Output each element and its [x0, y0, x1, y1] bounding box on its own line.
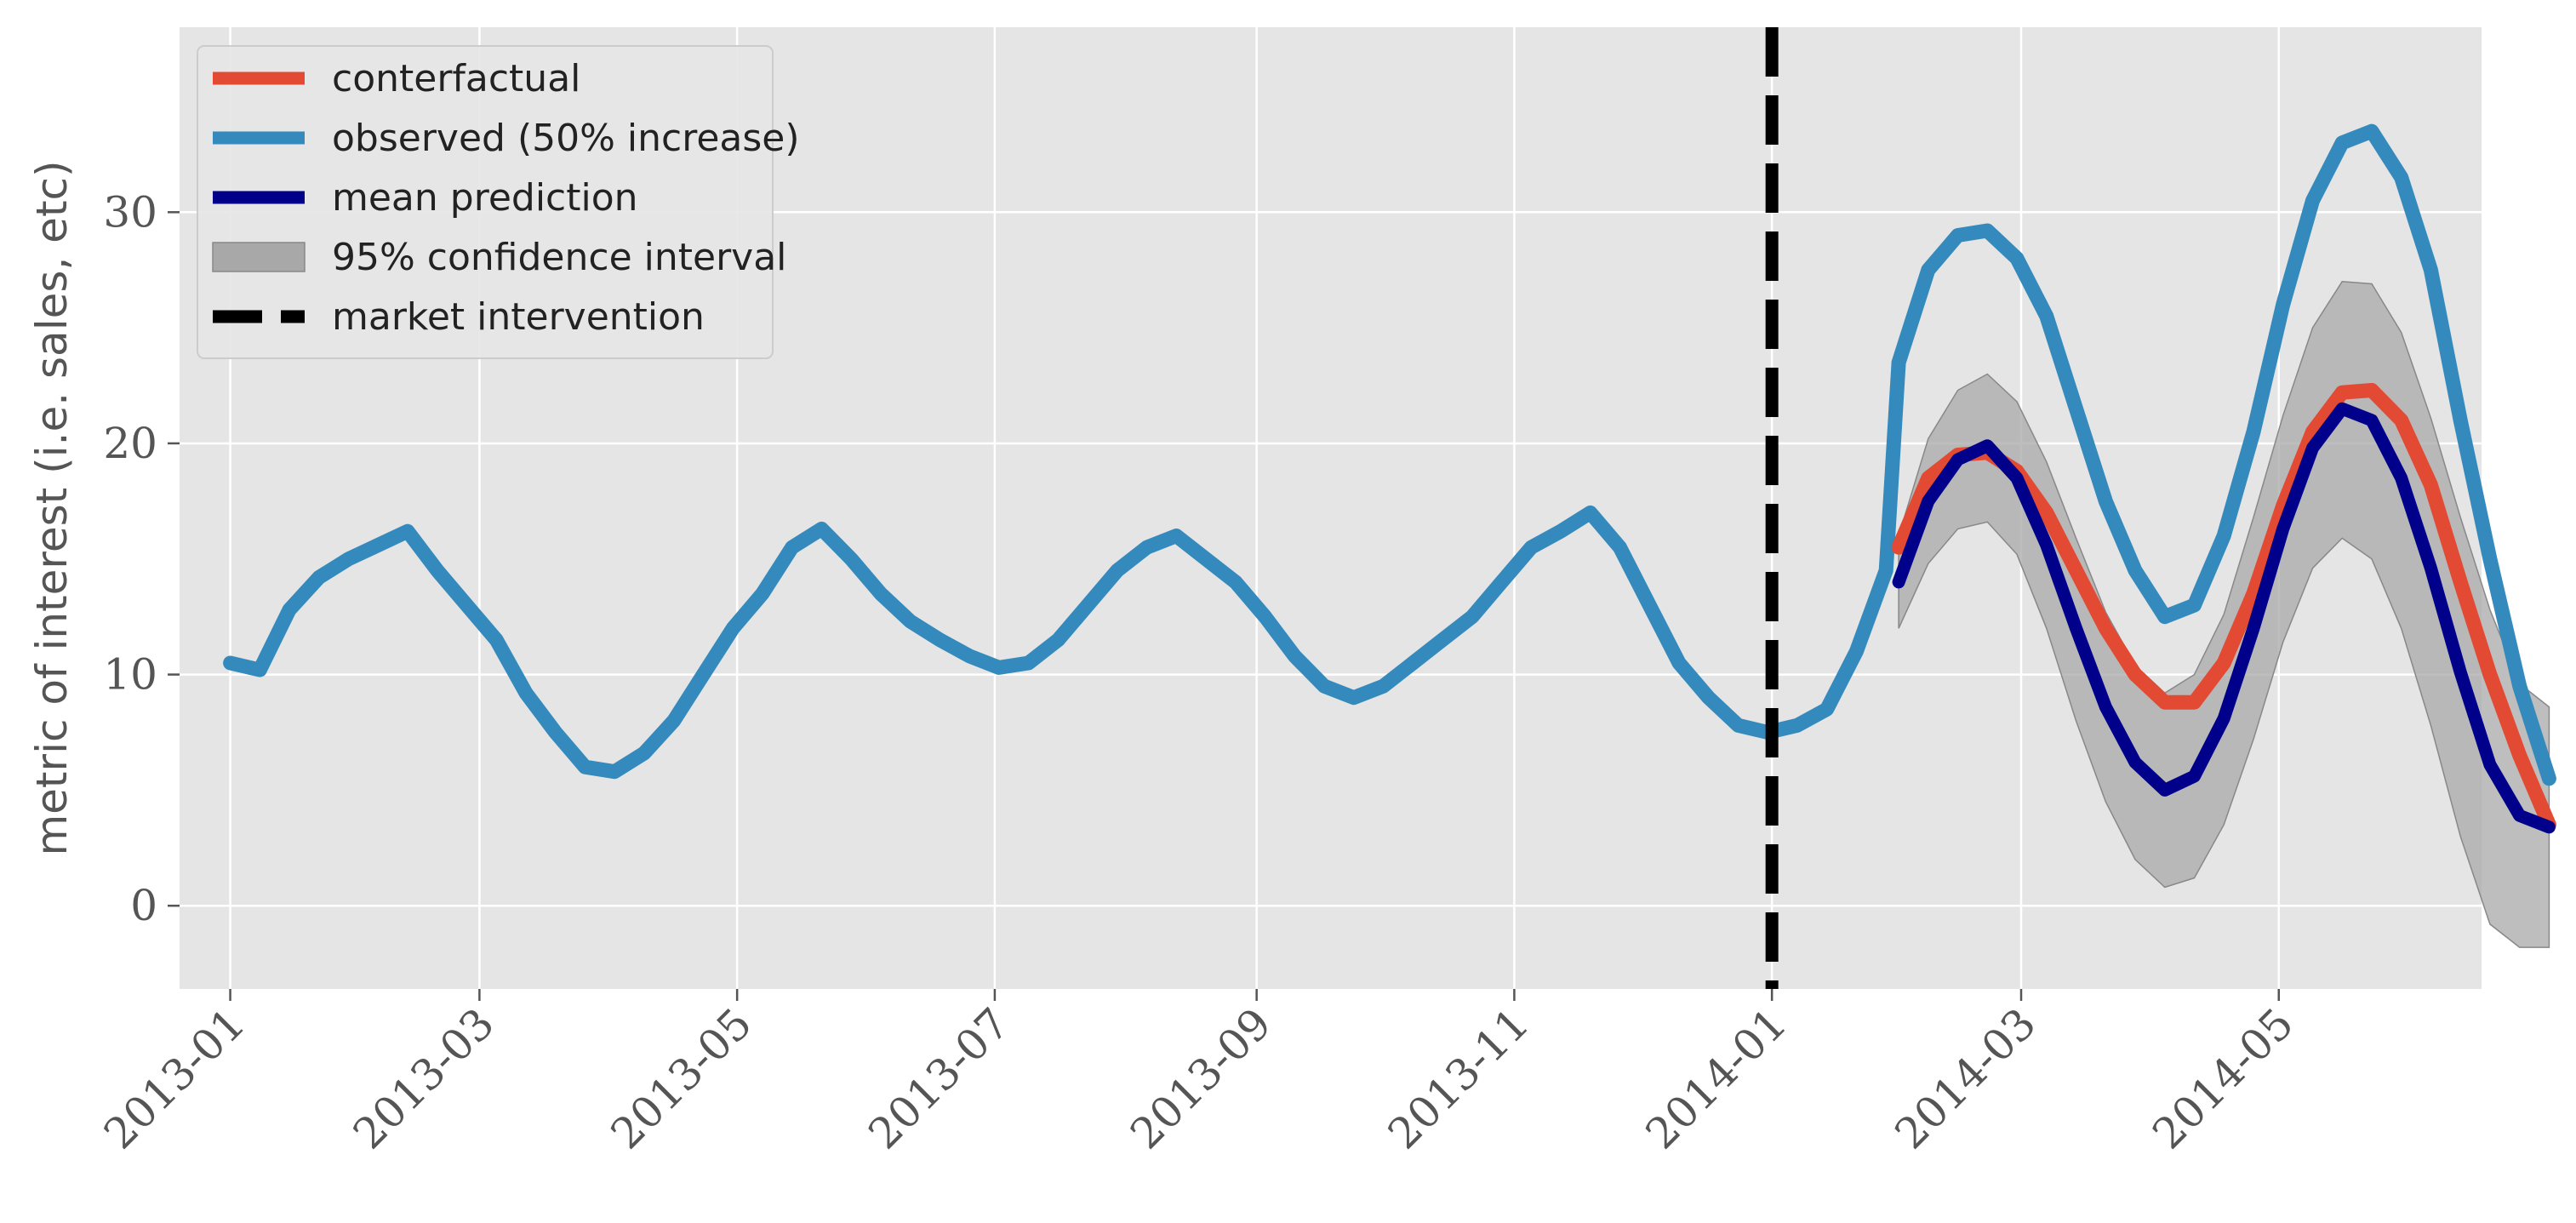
legend-item: observed (50% increase)	[213, 117, 800, 160]
observed-line	[223, 123, 2556, 786]
x-tick-label: 2014-01	[1636, 998, 1796, 1158]
x-tick-label: 2013-11	[1379, 998, 1539, 1158]
legend-item: market intervention	[213, 295, 705, 339]
x-tick-label: 2013-03	[344, 998, 504, 1158]
legend-label: mean prediction	[332, 176, 638, 220]
legend-label: 95% confidence interval	[332, 236, 786, 279]
legend: conterfactual observed (50% increase) mean…	[197, 45, 800, 359]
x-axis: 2013-01 2013-03 2013-05 2013-07 2013-09 2013-…	[94, 989, 2303, 1158]
x-tick-label: 2014-03	[1886, 998, 2046, 1158]
y-axis-label: metric of interest (i.e. sales, etc)	[27, 160, 77, 855]
series-layer	[223, 123, 2556, 834]
legend-label: market intervention	[332, 295, 705, 339]
x-tick-label: 2013-05	[602, 998, 762, 1158]
x-tick-label: 2013-01	[94, 998, 254, 1158]
legend-label: observed (50% increase)	[332, 117, 800, 160]
x-tick-label: 2014-05	[2143, 998, 2303, 1158]
legend-item: 95% confidence interval	[212, 236, 786, 279]
y-tick-label: 0	[130, 881, 157, 930]
legend-item: conterfactual	[213, 57, 580, 100]
legend-box	[197, 45, 774, 359]
y-axis: 0 10 20 30	[103, 187, 180, 930]
x-tick-label: 2013-07	[859, 998, 1019, 1158]
x-tick-label: 2013-09	[1121, 998, 1281, 1158]
y-tick-label: 30	[103, 187, 157, 237]
legend-swatch	[212, 242, 306, 272]
y-tick-label: 10	[103, 650, 157, 700]
legend-label: conterfactual	[332, 57, 580, 100]
y-tick-label: 20	[103, 419, 157, 468]
mean-prediction-line	[1892, 402, 2556, 834]
legend-item: mean prediction	[213, 176, 638, 220]
